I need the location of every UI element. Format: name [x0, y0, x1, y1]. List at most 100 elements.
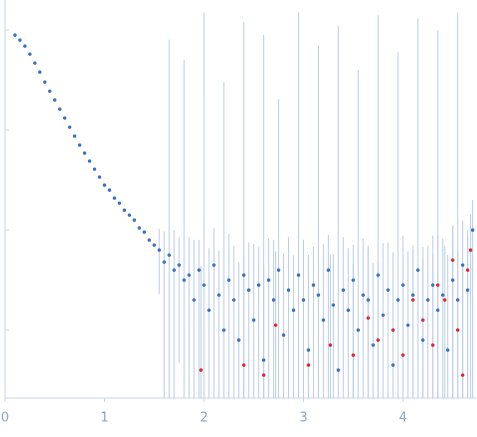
data-point	[470, 228, 475, 232]
data-point	[468, 248, 473, 252]
data-point	[443, 298, 447, 302]
data-point	[242, 273, 246, 277]
data-point	[127, 213, 132, 217]
data-point	[361, 293, 365, 297]
data-point	[326, 268, 331, 272]
data-point	[266, 278, 271, 282]
data-point	[391, 328, 395, 332]
data-point	[152, 243, 156, 247]
data-point	[441, 293, 445, 297]
data-point	[391, 363, 395, 367]
data-point	[217, 293, 221, 297]
data-point	[142, 230, 146, 234]
data-point	[107, 188, 112, 192]
data-point	[460, 373, 465, 377]
data-point	[455, 298, 460, 302]
data-point	[242, 363, 246, 367]
data-point	[87, 159, 92, 163]
data-point	[286, 288, 291, 292]
data-point	[386, 288, 390, 292]
data-point	[321, 318, 326, 322]
data-point	[252, 318, 256, 322]
data-point	[356, 328, 360, 332]
data-point	[33, 61, 37, 65]
data-point	[261, 373, 266, 377]
data-point	[102, 183, 107, 187]
data-point	[58, 107, 62, 111]
data-point	[232, 298, 236, 302]
data-point	[23, 44, 27, 48]
data-point	[376, 338, 380, 342]
data-point	[247, 288, 251, 292]
data-point	[421, 338, 425, 342]
data-point	[257, 283, 261, 287]
data-point	[237, 338, 241, 342]
data-point	[411, 298, 415, 302]
data-point	[157, 248, 161, 252]
data-point	[273, 323, 278, 327]
data-point	[261, 358, 266, 362]
data-point	[122, 208, 127, 212]
data-point	[426, 298, 430, 302]
data-point	[311, 283, 316, 287]
data-point	[182, 278, 186, 282]
data-point	[177, 263, 181, 267]
data-point	[207, 308, 211, 312]
data-point	[97, 175, 102, 179]
data-point	[82, 151, 87, 155]
data-point	[132, 218, 137, 222]
data-point	[401, 353, 405, 357]
data-point	[72, 134, 77, 138]
data-point	[351, 278, 355, 282]
data-point	[306, 348, 311, 352]
data-point	[455, 328, 460, 332]
data-point	[465, 288, 470, 292]
data-point	[446, 348, 450, 352]
data-point	[396, 298, 400, 302]
data-point	[192, 298, 196, 302]
data-point	[281, 333, 286, 337]
data-point	[436, 308, 440, 312]
data-point	[371, 343, 375, 347]
data-point	[147, 238, 151, 242]
data-point	[366, 298, 370, 302]
x-tick-label: 1	[100, 411, 108, 426]
data-point	[336, 368, 341, 372]
data-point	[331, 303, 336, 307]
data-point	[436, 283, 440, 287]
data-point	[167, 253, 171, 257]
x-tick-label: 2	[200, 411, 208, 426]
data-point	[296, 273, 301, 277]
error-bars	[158, 12, 474, 398]
data-point	[328, 343, 333, 347]
data-point	[137, 226, 142, 230]
data-point	[227, 278, 231, 282]
data-point	[187, 273, 191, 277]
data-point	[416, 268, 420, 272]
data-point	[291, 308, 296, 312]
data-point	[316, 293, 321, 297]
data-point	[460, 263, 465, 267]
data-point	[67, 125, 72, 129]
data-point	[401, 283, 405, 287]
data-point	[431, 343, 435, 347]
data-point	[431, 283, 435, 287]
data-point	[43, 80, 47, 84]
data-point	[341, 288, 345, 292]
data-point	[306, 363, 311, 367]
x-tick-label: 0	[1, 411, 9, 426]
data-point	[346, 308, 350, 312]
data-point	[53, 98, 57, 102]
data-point	[199, 368, 203, 372]
data-point	[276, 268, 281, 272]
data-point	[172, 268, 176, 272]
data-point	[13, 33, 17, 37]
data-point	[117, 201, 122, 205]
data-point	[112, 196, 117, 200]
data-point	[366, 316, 370, 320]
data-point	[77, 143, 82, 147]
data-point	[38, 70, 42, 74]
data-point	[28, 52, 32, 56]
data-point	[92, 167, 97, 171]
